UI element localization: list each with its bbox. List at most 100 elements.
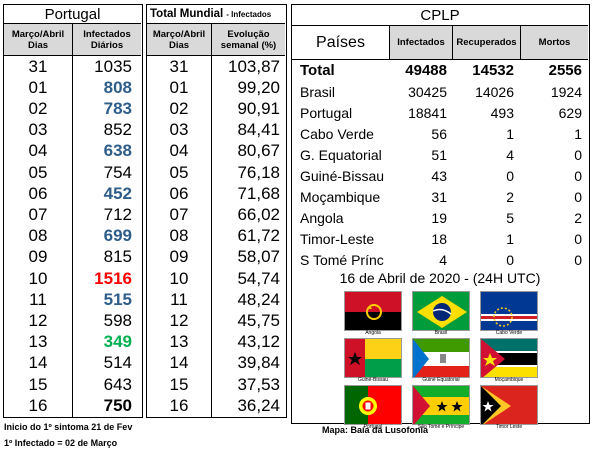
- world-day-header: Março/Abril Dias: [147, 24, 211, 55]
- portugal-infected-cell: 598: [103, 310, 132, 330]
- cplp-deaths-cell: 629: [558, 104, 582, 121]
- world-evolution-cell: 99,20: [237, 77, 280, 97]
- angola-flag-icon: [344, 291, 402, 331]
- cplp-deaths-cell: 0: [574, 230, 582, 247]
- flag-label: Guiné-Bissau: [357, 377, 388, 383]
- portugal-day-cell: 01: [28, 77, 48, 97]
- guine-bissau-flag-icon: [344, 338, 402, 378]
- portugal-infected-cell: 699: [103, 226, 132, 246]
- world-evolution-cell: 54,74: [237, 268, 280, 288]
- portugal-panel: Portugal Março/Abril Dias Infectados Diá…: [3, 4, 143, 418]
- flag-label: São Tomé e Príncipe: [417, 424, 465, 430]
- world-panel: Total Mundial - Infectados Março/Abril D…: [146, 4, 287, 418]
- world-evolution-cell: 43,12: [237, 332, 280, 352]
- world-day-cell: 12: [169, 310, 189, 330]
- world-day-cell: 16: [169, 395, 189, 415]
- world-title: Total Mundial: [150, 8, 224, 20]
- portugal-day-cell: 13: [28, 332, 48, 352]
- cplp-deaths-cell: 1: [574, 125, 582, 142]
- portugal-day-cell: 14: [28, 353, 48, 373]
- portugal-day-cell: 06: [28, 183, 48, 203]
- cplp-recovered-header: Recuperados: [453, 26, 520, 59]
- world-day-cell: 14: [169, 353, 189, 373]
- cplp-panel: CPLP Países Infectados Recuperados Morto…: [291, 4, 590, 430]
- cplp-country-cell: Guiné-Bissau: [300, 167, 385, 184]
- world-day-cell: 03: [169, 120, 189, 140]
- cplp-recovered-cell: 14532: [472, 62, 514, 79]
- world-day-cell: 04: [169, 141, 189, 161]
- world-evolution-cell: 36,24: [237, 395, 280, 415]
- cplp-country-cell: S Tomé Prínc: [300, 251, 384, 268]
- cplp-deaths-cell: 2: [574, 209, 582, 226]
- portugal-day-cell: 10: [28, 268, 48, 288]
- cplp-recovered-cell: 5: [506, 209, 514, 226]
- portugal-title: Portugal: [44, 5, 101, 23]
- portugal-infected-cell: 349: [103, 332, 132, 352]
- portugal-day-cell: 12: [28, 310, 48, 330]
- cplp-country-cell: Timor-Leste: [300, 230, 375, 247]
- cplp-infected-cell: 51: [431, 146, 447, 163]
- footer-first-symptom: Inicio do 1º sintoma 21 de Fev: [4, 422, 133, 432]
- cplp-recovered-cell: 14026: [475, 83, 514, 100]
- world-day-cell: 31: [169, 56, 189, 76]
- world-day-cell: 02: [169, 98, 189, 118]
- portugal-infected-cell: 712: [103, 204, 132, 224]
- portugal-flag-icon: [344, 385, 402, 425]
- cplp-recovered-cell: 0: [506, 167, 514, 184]
- portugal-infected-cell: 783: [103, 98, 132, 118]
- world-day-cell: 15: [169, 374, 189, 394]
- world-evolution-cell: 45,75: [237, 310, 280, 330]
- cplp-infected-cell: 31: [431, 188, 447, 205]
- cplp-infected-cell: 4: [439, 251, 447, 268]
- cplp-deaths-cell: 0: [574, 188, 582, 205]
- cplp-country-cell: Brasil: [300, 83, 336, 100]
- flag-label: Moçambique: [494, 377, 524, 383]
- portugal-day-cell: 07: [28, 204, 48, 224]
- portugal-day-cell: 02: [28, 98, 48, 118]
- world-evolution-cell: 71,68: [237, 183, 280, 203]
- world-evolution-cell: 58,07: [237, 247, 280, 267]
- cplp-infected-cell: 30425: [408, 83, 447, 100]
- world-evolution-cell: 48,24: [237, 289, 280, 309]
- world-subtitle: - Infectados: [226, 9, 272, 19]
- world-evolution-cell: 61,72: [237, 226, 280, 246]
- cplp-recovered-cell: 1: [506, 125, 514, 142]
- portugal-day-cell: 08: [28, 226, 48, 246]
- world-evolution-cell: 66,02: [237, 204, 280, 224]
- cplp-title: CPLP: [420, 6, 460, 24]
- cplp-infected-cell: 43: [431, 167, 447, 184]
- portugal-infected-cell: 638: [103, 141, 132, 161]
- cplp-countries-header: Países: [316, 33, 365, 51]
- world-title-row: Total Mundial - Infectados: [147, 5, 285, 23]
- portugal-day-header: Março/Abril Dias: [4, 24, 72, 55]
- world-day-cell: 05: [169, 162, 189, 182]
- flag-label: Portugal: [363, 424, 383, 430]
- cplp-date-caption: 16 de Abril de 2020 - (24H UTC): [339, 270, 541, 286]
- portugal-infected-cell: 815: [103, 247, 132, 267]
- cplp-country-cell: Portugal: [300, 104, 353, 121]
- mocambique-flag-icon: [480, 338, 538, 378]
- cplp-recovered-cell: 4: [506, 146, 514, 163]
- portugal-day-cell: 05: [28, 162, 48, 182]
- portugal-infected-cell: 754: [103, 162, 132, 182]
- footer-first-infected: 1º Infectado = 02 de Março: [4, 438, 118, 448]
- cplp-deaths-cell: 0: [574, 251, 582, 268]
- portugal-infected-cell: 643: [103, 374, 132, 394]
- world-day-cell: 08: [169, 226, 189, 246]
- world-day-cell: 13: [169, 332, 189, 352]
- cplp-country-cell: G. Equatorial: [300, 146, 382, 163]
- world-day-cell: 06: [169, 183, 189, 203]
- portugal-day-cell: 15: [28, 374, 48, 394]
- world-evolution-cell: 37,53: [237, 374, 280, 394]
- portugal-infected-cell: 515: [103, 289, 132, 309]
- flag-label: Angola: [365, 330, 381, 336]
- world-evolution-cell: 80,67: [237, 141, 280, 161]
- world-evolution-cell: 39,84: [237, 353, 280, 373]
- cplp-deaths-cell: 0: [574, 167, 582, 184]
- portugal-day-cell: 03: [28, 120, 48, 140]
- portugal-infected-cell: 1035: [94, 56, 132, 76]
- cplp-deaths-cell: 1924: [550, 83, 582, 100]
- world-day-cell: 01: [169, 77, 189, 97]
- portugal-daily-infected-header: Infectados Diários: [73, 24, 141, 55]
- flag-label: Cabo Verde: [495, 330, 523, 336]
